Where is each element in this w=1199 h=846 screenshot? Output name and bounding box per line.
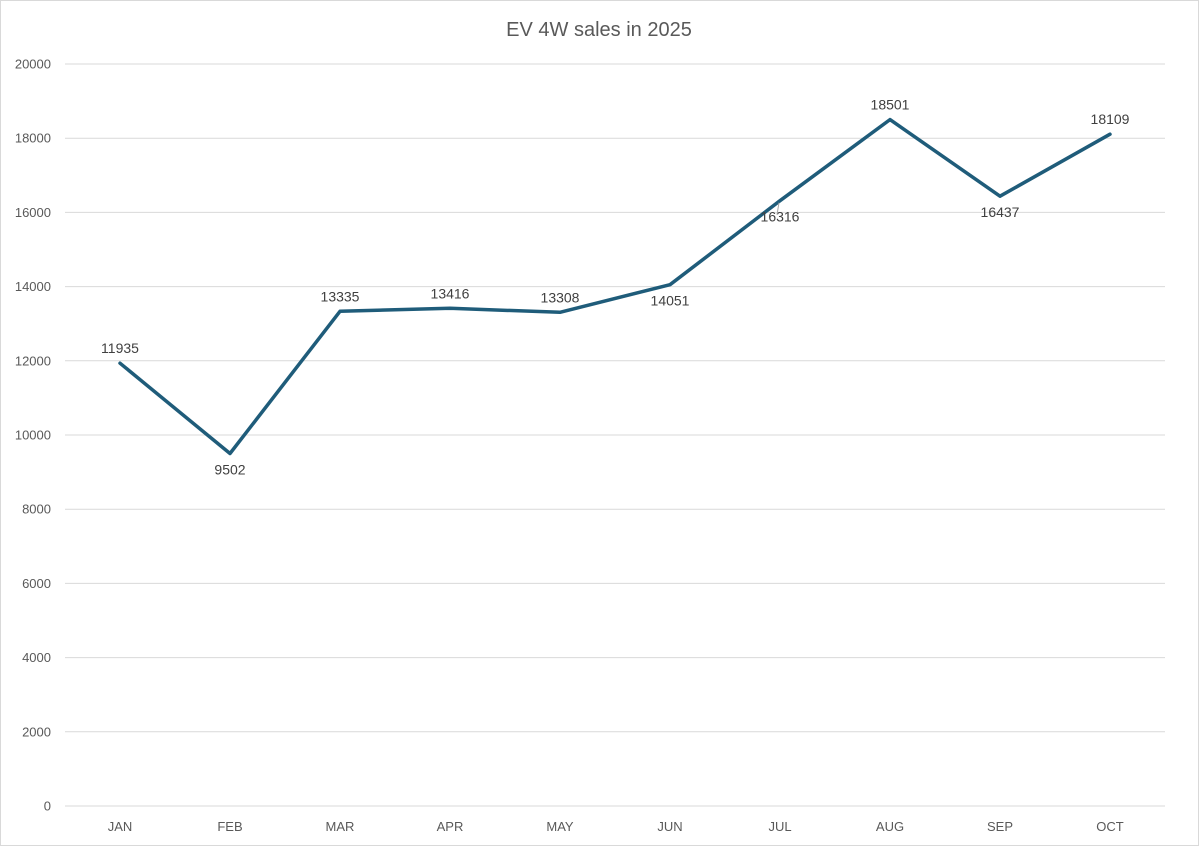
x-tick-label-feb: FEB	[217, 819, 242, 834]
x-tick-label-jun: JUN	[657, 819, 682, 834]
series-line-0	[118, 117, 1112, 456]
data-label-apr: 13416	[431, 285, 470, 301]
y-tick-label: 2000	[22, 724, 51, 739]
y-tick-label: 4000	[22, 650, 51, 665]
data-label-sep: 16437	[981, 204, 1020, 220]
chart-title: EV 4W sales in 2025	[506, 19, 692, 41]
x-tick-label-mar: MAR	[326, 819, 355, 834]
data-label-jul: 16316	[761, 209, 800, 225]
x-tick-label-apr: APR	[437, 819, 464, 834]
data-label-jan: 11935	[101, 340, 139, 356]
data-label-oct: 18109	[1091, 111, 1130, 127]
y-tick-label: 10000	[15, 428, 51, 443]
data-label-mar: 13335	[321, 288, 360, 304]
x-tick-label-jan: JAN	[108, 819, 133, 834]
y-tick-label: 6000	[22, 576, 51, 591]
series-layer	[118, 117, 1112, 456]
y-tick-label: 8000	[22, 502, 51, 517]
x-axis-tick-labels: JAN FEB MAR APR MAY JUN JUL AUG SEP OCT	[108, 819, 1124, 834]
data-label-jun: 14051	[651, 293, 690, 309]
y-axis-tick-labels: 0 2000 4000 6000 8000 10000 12000 14000 16000 180…	[15, 57, 51, 814]
y-tick-label: 14000	[15, 279, 51, 294]
gridlines	[65, 63, 1165, 807]
data-label-aug: 18501	[871, 97, 910, 113]
x-tick-label-sep: SEP	[987, 819, 1013, 834]
x-tick-label-aug: AUG	[876, 819, 904, 834]
x-tick-label-oct: OCT	[1096, 819, 1124, 834]
x-tick-label-jul: JUL	[768, 819, 791, 834]
y-tick-label: 0	[44, 799, 51, 814]
y-tick-label: 12000	[15, 353, 51, 368]
y-tick-label: 20000	[15, 57, 51, 72]
data-label-may: 13308	[541, 289, 580, 305]
y-tick-label: 16000	[15, 205, 51, 220]
y-tick-label: 18000	[15, 131, 51, 146]
data-label-leader-jul	[776, 202, 780, 215]
data-labels: 11935 9502 13335 13416 13308 14051 16316 18501 1…	[101, 97, 1130, 478]
data-label-feb: 9502	[214, 461, 245, 477]
x-tick-label-may: MAY	[546, 819, 574, 834]
